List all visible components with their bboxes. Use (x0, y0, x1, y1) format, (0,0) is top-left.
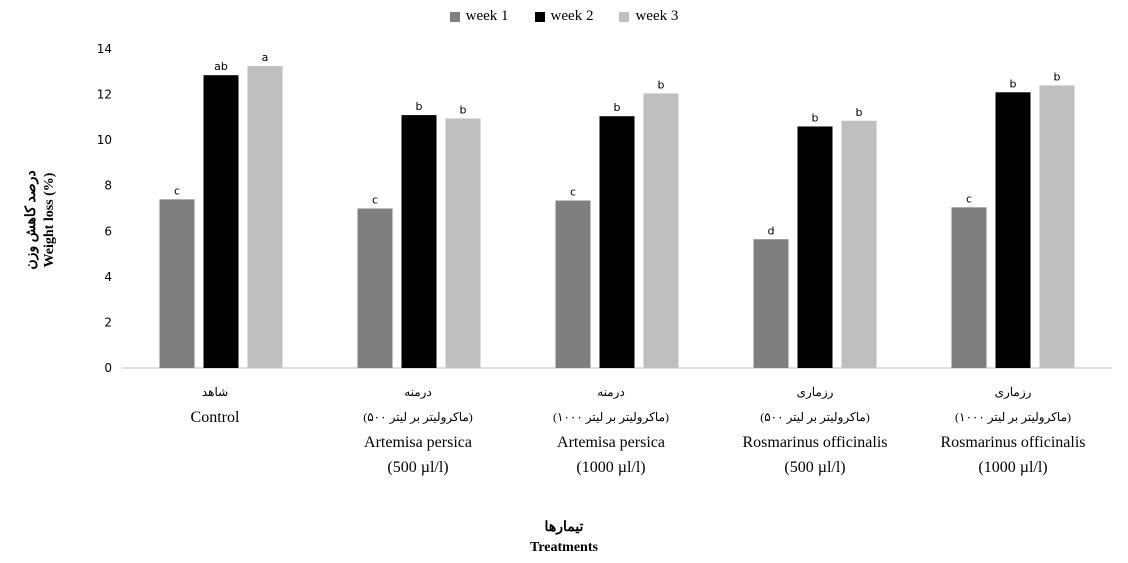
bar-data-label: b (1010, 77, 1017, 90)
y-tick-label: 14 (97, 42, 112, 56)
bar (797, 126, 833, 368)
bar-data-label: b (812, 111, 819, 124)
category-label-fa: درمنه (404, 385, 432, 399)
bar (841, 120, 877, 369)
bar-data-label: c (372, 194, 378, 207)
legend-item: week 2 (534, 8, 594, 25)
bar-data-label: c (570, 186, 576, 199)
x-axis-title-fa: تیمارها (544, 520, 584, 535)
legend-swatch (449, 11, 460, 22)
bar-data-label: d (768, 224, 775, 237)
y-axis-title-fa: درصد کاهش وزن (24, 170, 39, 270)
bar (599, 116, 635, 368)
category-label-dose: (500 µl/l) (784, 459, 846, 476)
category-label-fa: رزماری (994, 385, 1032, 399)
category-label-en: Artemisa persica (557, 434, 665, 451)
bar (753, 239, 789, 368)
category-label-rosemary-1000: رزماری (۱۰۰۰ ماکرولیتر بر لیتر) Rosmarin… (918, 380, 1108, 480)
y-tick-label: 6 (104, 224, 112, 238)
legend-item: week 3 (619, 8, 678, 25)
legend: week 1 week 2 week 3 (0, 8, 1128, 25)
y-tick-label: 10 (97, 133, 112, 147)
legend-label: week 2 (550, 8, 594, 24)
category-label-dose: (500 µl/l) (387, 459, 449, 476)
category-label-dose: (1000 µl/l) (576, 459, 646, 476)
legend-swatch (534, 11, 545, 22)
legend-swatch (619, 11, 630, 22)
category-label-en: Control (190, 409, 240, 426)
bar-data-label: b (460, 103, 467, 116)
category-label-fa-dose: (۵۰۰ ماکرولیتر بر لیتر) (363, 410, 473, 424)
x-axis-title: تیمارها Treatments (0, 518, 1128, 558)
y-tick-label: 4 (104, 270, 112, 284)
bar-data-label: a (262, 51, 269, 64)
bar-data-label: b (658, 78, 665, 91)
category-label-en: Artemisa persica (364, 434, 472, 451)
bar-data-label: b (1054, 70, 1061, 83)
bar (951, 207, 987, 368)
bar (159, 199, 195, 368)
y-axis-title-en: Weight loss (%) (42, 172, 57, 268)
bar (995, 92, 1031, 369)
category-label-rosemary-500: رزماری (۵۰۰ ماکرولیتر بر لیتر) Rosmarinu… (720, 380, 910, 480)
bar (1039, 85, 1075, 368)
bar (247, 66, 283, 368)
bar-data-label: b (856, 106, 863, 119)
category-label-fa: رزماری (796, 385, 834, 399)
y-tick-label: 0 (104, 361, 112, 375)
bar (357, 208, 393, 368)
category-label-dose: (1000 µl/l) (978, 459, 1048, 476)
y-tick-label: 2 (104, 315, 112, 329)
category-label-en: Rosmarinus officinalis (742, 434, 888, 451)
category-label-artemisia-500: درمنه (۵۰۰ ماکرولیتر بر لیتر) Artemisa p… (323, 380, 513, 480)
bar-data-label: c (174, 184, 180, 197)
category-label-fa: درمنه (597, 385, 625, 399)
bar (203, 75, 239, 368)
category-label-fa-dose: (۱۰۰۰ ماکرولیتر بر لیتر) (553, 410, 669, 424)
y-tick-label: 12 (97, 88, 112, 102)
bar (401, 115, 437, 368)
bar (555, 200, 591, 368)
category-label-en: Rosmarinus officinalis (940, 434, 1086, 451)
y-tick-label: 8 (104, 179, 112, 193)
category-label-fa-dose: (۵۰۰ ماکرولیتر بر لیتر) (760, 410, 870, 424)
legend-label: week 1 (465, 8, 509, 24)
category-label-control: شاهد Control (120, 380, 310, 430)
bar-data-label: b (416, 100, 423, 113)
category-label-fa-dose: (۱۰۰۰ ماکرولیتر بر لیتر) (955, 410, 1071, 424)
y-axis-title: درصد کاهش وزن Weight loss (%) (16, 120, 66, 320)
bar-data-label: c (966, 192, 972, 205)
bar-data-label: b (614, 101, 621, 114)
bar-data-label: ab (214, 60, 228, 73)
bar (643, 93, 679, 369)
legend-item: week 1 (449, 8, 509, 25)
bar (445, 118, 481, 368)
legend-label: week 3 (635, 8, 679, 24)
category-label-fa: شاهد (201, 385, 229, 399)
x-axis-title-en: Treatments (530, 540, 598, 555)
category-label-artemisia-1000: درمنه (۱۰۰۰ ماکرولیتر بر لیتر) Artemisa … (516, 380, 706, 480)
